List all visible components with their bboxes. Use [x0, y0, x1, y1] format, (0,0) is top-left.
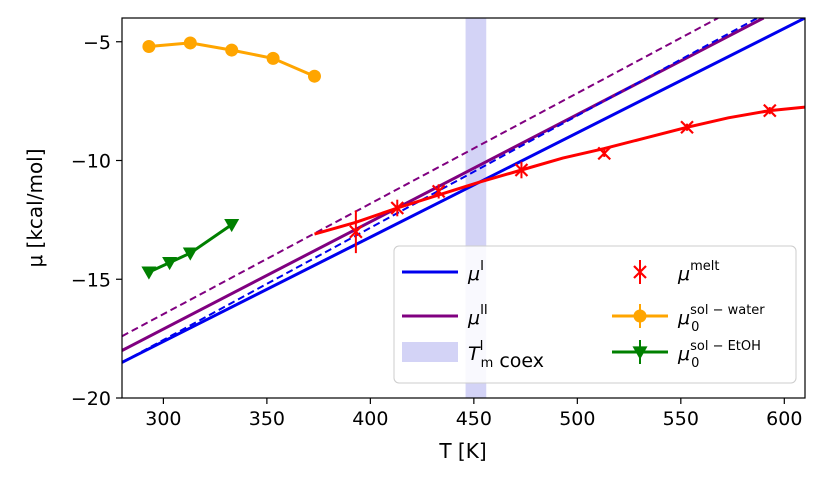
markers-layer	[141, 36, 777, 280]
legend-label: TI m coex	[468, 339, 544, 372]
y-tick-label: −15	[71, 269, 111, 291]
legend-label: μsol − EtOH 0	[677, 339, 761, 371]
legend-label: μmelt	[677, 259, 719, 285]
melt-point-2	[431, 184, 446, 199]
point-6-2	[225, 43, 239, 57]
legend-box	[393, 245, 797, 384]
x-tick-label: 400	[352, 408, 388, 430]
x-tick-label: 500	[559, 408, 595, 430]
point-6-3	[266, 51, 280, 65]
legend-marker	[632, 346, 648, 360]
plot-frame	[121, 17, 806, 399]
x-tick-label: 550	[663, 408, 699, 430]
melt-point-6	[763, 103, 777, 118]
y-tick-label: −5	[83, 32, 111, 54]
y-tick-label: −20	[71, 388, 111, 410]
x-tick-label: 450	[456, 408, 492, 430]
melt-point-0	[349, 224, 363, 239]
point-6-0	[142, 40, 156, 53]
point-7-1	[162, 257, 178, 271]
series-line-0	[122, 18, 805, 364]
point-6-4	[307, 69, 321, 83]
legend: μI μmelt μII μsol − water 0 TI m coex μsol − Et…	[393, 245, 797, 384]
legend-marker	[633, 309, 647, 323]
legend-handle	[402, 342, 458, 362]
y-axis-label: μ [kcal/mol]	[23, 148, 47, 267]
point-7-2	[182, 247, 198, 261]
point-7-3	[224, 219, 240, 233]
melt-point-1	[390, 201, 405, 215]
ticks-layer: 300 350 400 450 500 550 600 −5 −10 −15 −20	[71, 32, 803, 430]
point-6-1	[183, 36, 197, 50]
legend-label: μI	[467, 259, 484, 285]
legend-label: μsol − water 0	[677, 303, 765, 335]
point-7-0	[141, 266, 157, 280]
melt-point-3	[514, 163, 529, 177]
legend-label: μII	[467, 303, 488, 329]
x-tick-label: 300	[145, 408, 181, 430]
x-tick-label: 350	[249, 408, 285, 430]
melt-point-4	[597, 146, 612, 161]
y-tick-label: −10	[71, 151, 111, 173]
melt-point-5	[680, 120, 694, 135]
legend-marker	[633, 265, 647, 279]
x-tick-label: 600	[766, 408, 802, 430]
x-axis-label: T [K]	[438, 439, 486, 463]
series-line-3	[122, 18, 719, 338]
series-line-7	[148, 223, 233, 274]
